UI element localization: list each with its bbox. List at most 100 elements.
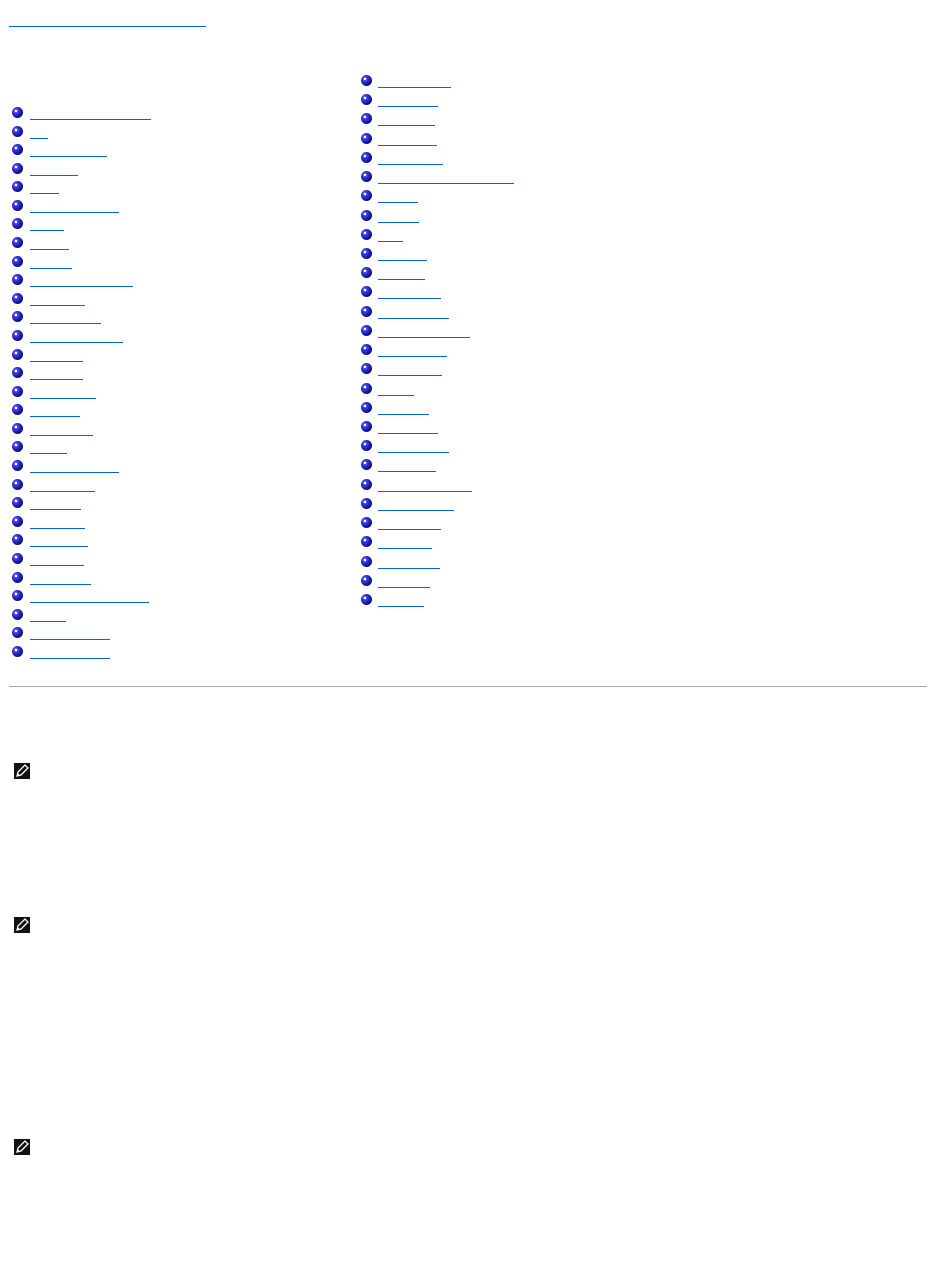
list-link[interactable] [30,645,110,659]
list-link[interactable] [378,209,419,223]
list-link[interactable] [378,343,447,357]
list-link[interactable] [30,478,95,492]
top-link[interactable] [9,13,206,27]
bullet-sphere-icon [12,516,23,527]
list-link[interactable] [378,497,454,511]
list-link[interactable] [378,401,429,415]
bullet-sphere-icon [12,590,23,601]
list-link[interactable] [30,533,88,547]
bullet-sphere-icon [12,107,23,118]
list-link[interactable] [378,555,440,569]
bullet-sphere-icon [361,363,372,374]
bullet-sphere-icon [361,152,372,163]
list-link[interactable] [30,459,119,473]
list-link[interactable] [378,593,424,607]
bullet-sphere-icon [361,248,372,259]
list-link[interactable] [30,273,133,287]
list-link[interactable] [378,151,443,165]
bullet-sphere-icon [12,349,23,360]
list-link[interactable] [30,571,91,585]
list-link[interactable] [378,93,438,107]
list-link[interactable] [30,496,81,510]
bullet-sphere-icon [12,479,23,490]
bullet-sphere-icon [361,171,372,182]
bullet-sphere-icon [12,163,23,174]
bullet-sphere-icon [12,627,23,638]
bullet-sphere-icon [361,383,372,394]
list-link[interactable] [30,589,149,603]
list-link[interactable] [30,403,80,417]
list-link[interactable] [30,255,72,269]
list-link[interactable] [30,366,83,380]
list-link[interactable] [30,440,67,454]
bullet-sphere-icon [12,497,23,508]
list-link[interactable] [30,217,64,231]
bullet-sphere-icon [12,609,23,620]
list-link[interactable] [30,292,85,306]
list-link[interactable] [30,310,101,324]
bullet-sphere-icon [12,293,23,304]
bullet-sphere-icon [361,94,372,105]
list-link[interactable] [30,180,59,194]
list-link[interactable] [378,382,414,396]
bullet-sphere-icon [12,367,23,378]
list-link[interactable] [378,74,451,88]
list-link[interactable] [30,199,119,213]
list-link[interactable] [378,478,472,492]
list-link[interactable] [30,608,66,622]
list-link[interactable] [30,143,107,157]
bullet-sphere-icon [361,594,372,605]
list-link[interactable] [30,329,123,343]
bullet-sphere-icon [12,404,23,415]
bullet-sphere-icon [361,421,372,432]
list-link[interactable] [378,189,418,203]
bullet-sphere-icon [361,402,372,413]
bullet-sphere-icon [12,274,23,285]
bullet-sphere-icon [12,534,23,545]
bullet-sphere-icon [12,441,23,452]
bullet-sphere-icon [361,440,372,451]
list-link[interactable] [30,385,96,399]
pencil-note-icon [14,763,30,779]
list-link[interactable] [378,458,436,472]
list-link[interactable] [378,228,403,242]
list-link[interactable] [378,266,425,280]
bullet-sphere-icon [12,311,23,322]
bullet-sphere-icon [12,553,23,564]
bullet-sphere-icon [361,229,372,240]
list-link[interactable] [378,420,438,434]
list-link[interactable] [30,515,85,529]
bullet-sphere-icon [12,646,23,657]
list-link[interactable] [30,125,48,139]
list-link[interactable] [378,247,427,261]
list-link[interactable] [378,285,441,299]
list-link[interactable] [378,324,470,338]
list-link[interactable] [378,535,432,549]
bullet-sphere-icon [361,459,372,470]
bullet-sphere-icon [361,575,372,586]
list-link[interactable] [378,305,449,319]
bullet-sphere-icon [361,325,372,336]
list-link[interactable] [378,516,441,530]
bullet-sphere-icon [361,133,372,144]
bullet-sphere-icon [12,330,23,341]
list-link[interactable] [30,552,84,566]
list-link[interactable] [30,422,93,436]
list-link[interactable] [30,626,110,640]
list-link[interactable] [378,362,442,376]
bullet-sphere-icon [361,498,372,509]
list-link[interactable] [378,574,430,588]
list-link[interactable] [378,439,449,453]
list-link[interactable] [378,112,435,126]
pencil-note-icon [14,917,30,933]
list-link[interactable] [30,106,151,120]
list-link[interactable] [30,348,83,362]
list-link[interactable] [378,132,437,146]
pencil-note-icon [14,1139,30,1155]
bullet-sphere-icon [361,113,372,124]
list-link[interactable] [30,236,69,250]
list-link[interactable] [378,170,514,184]
bullet-sphere-icon [361,286,372,297]
bullet-sphere-icon [361,267,372,278]
list-link[interactable] [30,162,78,176]
